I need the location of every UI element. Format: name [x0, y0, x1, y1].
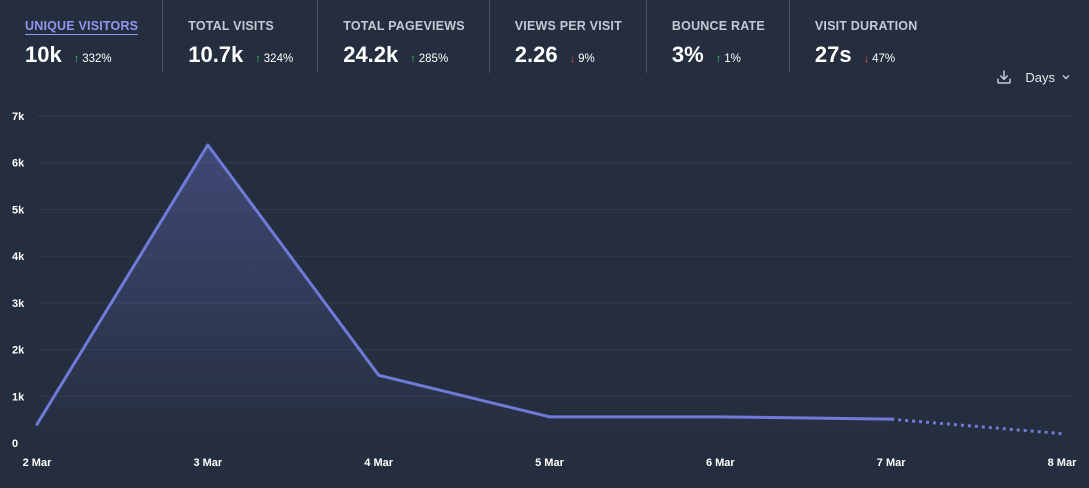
- data-point[interactable]: [544, 411, 556, 423]
- metric-row: 27s ↓ 47%: [815, 42, 918, 68]
- metric-change: ↑ 285%: [410, 53, 448, 65]
- metric-row: 24.2k ↑ 285%: [343, 42, 465, 68]
- metric-total-pageviews[interactable]: TOTAL PAGEVIEWS 24.2k ↑ 285%: [318, 0, 490, 73]
- arrow-down-icon: ↓: [863, 53, 870, 65]
- x-tick-label: 2 Mar: [23, 457, 52, 469]
- x-tick-label: 7 Mar: [877, 457, 906, 469]
- metric-label: VISIT DURATION: [814, 19, 918, 33]
- y-tick-label: 1k: [12, 391, 25, 403]
- y-tick-label: 3k: [12, 298, 25, 310]
- metric-label: BOUNCE RATE: [671, 19, 765, 33]
- y-tick-label: 2k: [12, 345, 25, 357]
- metric-row: 10k ↑ 332%: [25, 42, 138, 68]
- y-tick-label: 6k: [12, 158, 25, 170]
- y-tick-label: 0: [12, 438, 18, 450]
- data-point[interactable]: [202, 139, 214, 151]
- metric-row: 3% ↑ 1%: [672, 42, 765, 68]
- arrow-down-icon: ↓: [569, 53, 576, 65]
- metric-row: 2.26 ↓ 9%: [515, 42, 622, 68]
- metric-change: ↑ 1%: [716, 53, 741, 65]
- metric-change-value: 9%: [578, 53, 595, 65]
- y-tick-label: 5k: [12, 204, 25, 216]
- metric-unique-visitors[interactable]: UNIQUE VISITORS 10k ↑ 332%: [0, 0, 164, 73]
- metric-row: 10.7k ↑ 324%: [188, 42, 293, 68]
- metric-change: ↓ 9%: [570, 53, 595, 65]
- metric-value: 24.2k: [343, 42, 399, 67]
- x-tick-label: 6 Mar: [706, 457, 735, 469]
- metric-value: 27s: [814, 42, 852, 67]
- metric-views-per-visit[interactable]: VIEWS PER VISIT 2.26 ↓ 9%: [490, 0, 647, 73]
- chart-controls: Days: [995, 68, 1071, 86]
- series-line-incomplete: [891, 417, 1063, 436]
- metric-value: 2.26: [514, 42, 558, 67]
- arrow-up-icon: ↑: [255, 53, 261, 65]
- data-point[interactable]: [714, 411, 726, 423]
- metric-visit-duration[interactable]: VISIT DURATION 27s ↓ 47%: [790, 0, 942, 73]
- visitors-line-chart: 0 1k 2k 3k 4k 5k 6k 7k 2 Mar 3 Mar 4 Mar 5 Mar 6 Mar…: [12, 111, 1077, 469]
- interval-picker[interactable]: Days: [1025, 70, 1071, 85]
- metric-value: 3%: [671, 42, 704, 67]
- x-tick-label: 5 Mar: [535, 457, 564, 469]
- series-line: [35, 143, 893, 426]
- metric-change-value: 1%: [724, 53, 741, 65]
- data-point[interactable]: [885, 413, 897, 425]
- metric-bounce-rate[interactable]: BOUNCE RATE 3% ↑ 1%: [647, 0, 790, 73]
- arrow-up-icon: ↑: [410, 53, 416, 65]
- metric-label: UNIQUE VISITORS: [25, 19, 139, 35]
- metric-change: ↓ 47%: [864, 53, 896, 65]
- metric-label: TOTAL PAGEVIEWS: [343, 19, 465, 33]
- metric-change-value: 332%: [82, 53, 112, 65]
- metric-value: 10k: [25, 42, 62, 67]
- top-stats-bar: UNIQUE VISITORS 10k ↑ 332% TOTAL VISITS 10.7k…: [0, 0, 1089, 78]
- metric-change-value: 285%: [418, 53, 449, 65]
- data-point[interactable]: [31, 418, 43, 430]
- metric-label: VIEWS PER VISIT: [514, 19, 622, 33]
- arrow-up-icon: ↑: [73, 53, 80, 65]
- metric-label: TOTAL VISITS: [188, 19, 274, 33]
- y-tick-label: 7k: [12, 111, 25, 123]
- metric-change-value: 324%: [263, 53, 294, 65]
- x-tick-label: 3 Mar: [193, 457, 222, 469]
- download-icon[interactable]: [995, 68, 1013, 86]
- x-tick-label: 8 Mar: [1048, 457, 1077, 469]
- metric-change-value: 47%: [872, 53, 896, 65]
- chevron-down-icon: [1062, 74, 1070, 80]
- interval-label: Days: [1025, 69, 1055, 85]
- y-tick-label: 4k: [12, 251, 25, 263]
- metric-change: ↑ 324%: [255, 53, 293, 65]
- arrow-up-icon: ↑: [715, 53, 722, 65]
- data-point[interactable]: [1056, 428, 1068, 440]
- metric-change: ↑ 332%: [74, 53, 112, 65]
- metric-total-visits[interactable]: TOTAL VISITS 10.7k ↑ 324%: [163, 0, 319, 73]
- metric-value: 10.7k: [188, 42, 244, 67]
- data-point[interactable]: [373, 369, 385, 381]
- x-tick-label: 4 Mar: [364, 457, 393, 469]
- series-area: [37, 144, 892, 443]
